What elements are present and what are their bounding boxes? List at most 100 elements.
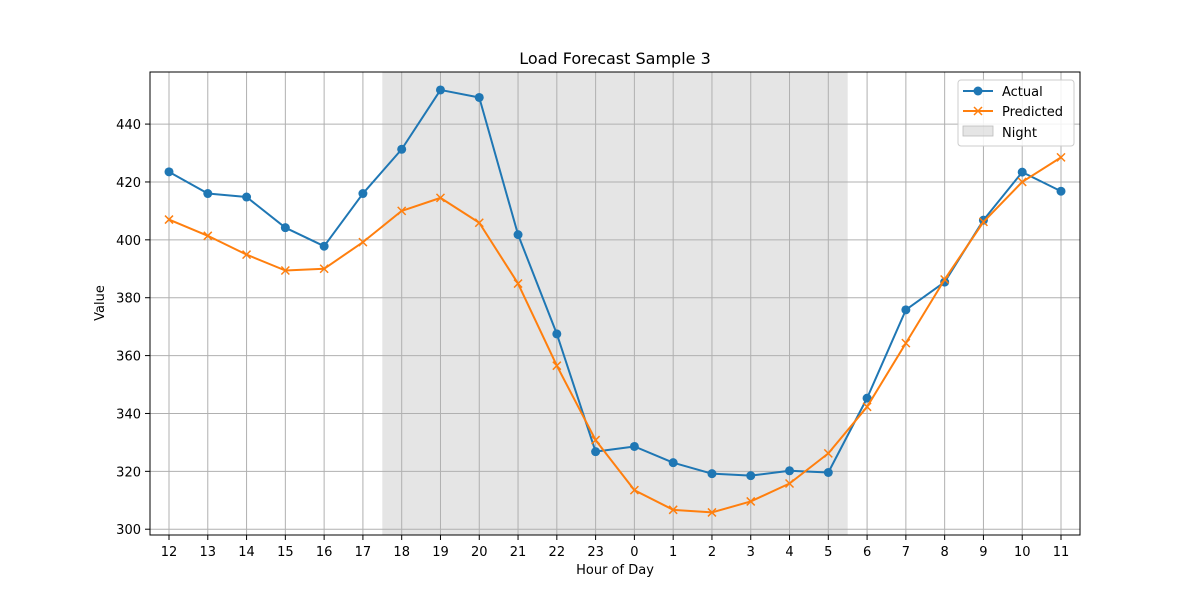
y-tick-label: 400	[116, 234, 141, 249]
x-tick-label: 10	[1014, 545, 1031, 560]
data-point-actual	[474, 92, 484, 102]
data-point-actual	[591, 447, 601, 457]
data-point-actual	[280, 223, 290, 233]
data-point-predicted	[901, 338, 911, 348]
data-point-predicted	[280, 265, 290, 276]
data-point-predicted	[591, 435, 601, 445]
x-tick-label: 17	[355, 545, 372, 560]
data-point-predicted	[978, 217, 988, 227]
y-tick-label: 360	[116, 350, 141, 365]
data-point-actual	[552, 329, 562, 339]
data-point-actual	[435, 85, 445, 95]
data-point-actual	[668, 458, 678, 468]
x-tick-label: 5	[824, 545, 832, 560]
data-point-actual	[707, 469, 717, 479]
legend-predicted-label: Predicted	[1002, 105, 1063, 120]
data-point-predicted	[397, 206, 407, 216]
x-tick-label: 6	[863, 545, 871, 560]
y-tick-label: 320	[116, 465, 141, 480]
data-point-predicted	[358, 237, 368, 247]
x-tick-label: 22	[549, 545, 566, 560]
data-point-actual	[242, 192, 252, 202]
data-point-actual	[901, 305, 911, 315]
data-point-predicted	[474, 218, 484, 228]
legend-predicted-marker	[973, 106, 983, 116]
data-point-actual	[319, 241, 329, 251]
data-point-predicted	[823, 448, 833, 458]
x-tick-label: 12	[161, 545, 178, 560]
x-tick-label: 4	[785, 545, 793, 560]
data-point-actual	[785, 466, 795, 476]
x-tick-label: 20	[471, 545, 488, 560]
data-point-actual	[746, 471, 756, 481]
data-point-actual	[164, 167, 174, 177]
data-point-predicted	[513, 279, 523, 289]
y-axis-label: Value	[93, 285, 108, 321]
x-tick-label: 23	[587, 545, 604, 560]
y-tick-label: 420	[116, 176, 141, 191]
night-shaded-region	[382, 72, 848, 535]
x-tick-label: 0	[630, 545, 638, 560]
y-tick-label: 440	[116, 118, 141, 133]
data-point-actual	[1017, 167, 1027, 177]
data-point-predicted	[746, 496, 756, 506]
x-tick-label: 2	[708, 545, 716, 560]
data-point-predicted	[629, 485, 639, 495]
data-point-actual	[862, 393, 872, 403]
data-point-actual	[203, 189, 213, 199]
data-point-actual	[978, 215, 988, 225]
data-point-predicted	[1017, 177, 1027, 187]
data-point-predicted	[164, 215, 174, 225]
night-shade-layer	[382, 72, 848, 535]
x-tick-label: 15	[277, 545, 294, 560]
data-point-predicted	[203, 231, 213, 241]
legend: Actual Predicted Night	[957, 79, 1075, 147]
chart-title: Load Forecast Sample 3	[519, 49, 711, 68]
data-point-predicted	[862, 402, 872, 412]
x-tick-label: 3	[747, 545, 755, 560]
x-tick-label: 14	[238, 545, 255, 560]
x-tick-label: 18	[393, 545, 410, 560]
x-axis-ticks: 12 13 14 15 16 17 18 19 20 21 22 23 0 1 2 3 4 5 6 7 8 9 10 11	[161, 535, 1070, 560]
legend-entry-actual: Actual	[963, 85, 1043, 100]
y-tick-label: 380	[116, 292, 141, 307]
x-tick-label: 7	[902, 545, 910, 560]
grid-layer	[150, 72, 1080, 535]
legend-actual-label: Actual	[1002, 85, 1043, 100]
legend-night-swatch	[962, 125, 994, 137]
x-axis-label: Hour of Day	[576, 563, 654, 578]
data-point-actual	[397, 144, 407, 154]
data-point-predicted	[552, 361, 562, 371]
data-point-predicted	[940, 274, 950, 285]
data-point-predicted	[242, 250, 252, 260]
data-point-predicted	[707, 507, 717, 517]
data-point-predicted	[784, 478, 795, 489]
data-point-predicted	[668, 505, 678, 515]
data-point-predicted	[435, 193, 446, 203]
legend-actual-marker	[973, 86, 983, 96]
x-tick-label: 8	[941, 545, 949, 560]
series-actual	[164, 85, 1066, 481]
x-tick-label: 21	[510, 545, 527, 560]
series-predicted	[164, 152, 1066, 517]
plot-area-frame	[149, 71, 1081, 536]
legend-night-label: Night	[1002, 126, 1037, 141]
y-tick-label: 300	[116, 523, 141, 538]
series-line-predicted	[168, 156, 1062, 514]
x-tick-label: 9	[979, 545, 987, 560]
data-point-actual	[629, 441, 639, 451]
data-point-actual	[1056, 186, 1066, 196]
y-axis-ticks: 300 320 340 360 380 400 420 440	[116, 118, 150, 538]
x-tick-label: 19	[432, 545, 449, 560]
data-point-predicted	[319, 264, 329, 274]
legend-entry-night: Night	[962, 125, 1037, 141]
series-layer	[164, 85, 1066, 517]
x-tick-label: 13	[200, 545, 217, 560]
data-point-actual	[513, 230, 523, 240]
series-line-actual	[168, 88, 1062, 477]
data-point-predicted	[1056, 152, 1066, 162]
x-tick-label: 16	[316, 545, 333, 560]
legend-entry-predicted: Predicted	[963, 105, 1063, 120]
x-tick-label: 11	[1053, 545, 1070, 560]
